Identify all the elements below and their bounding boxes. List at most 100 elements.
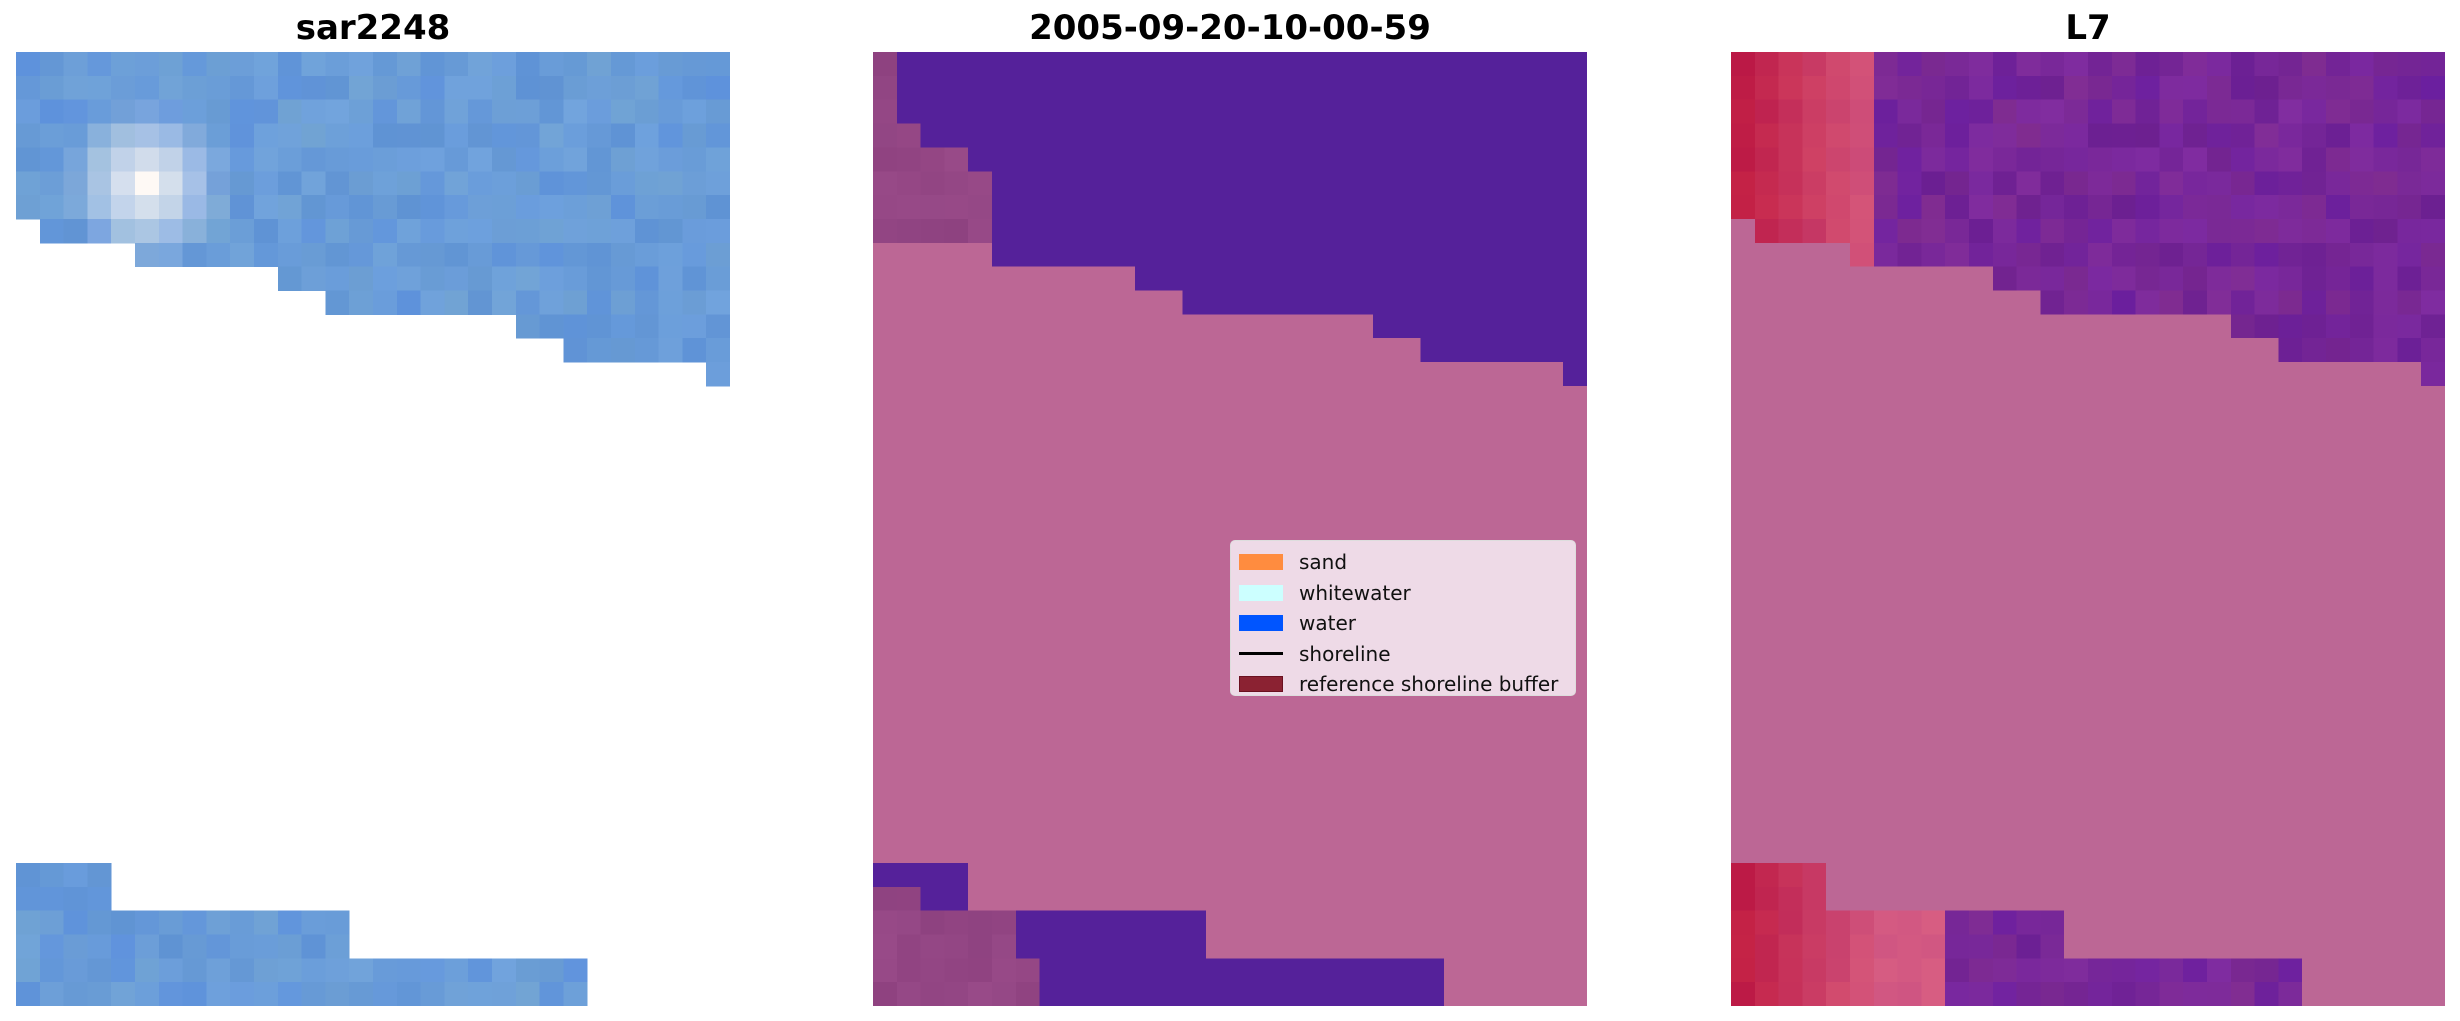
pixel-cell: [2135, 457, 2160, 482]
pixel-cell: [16, 99, 41, 125]
pixel-cell: [2159, 147, 2184, 172]
pixel-cell: [658, 75, 683, 101]
pixel-cell: [1039, 624, 1064, 649]
pixel-cell: [1754, 457, 1780, 482]
pixel-cell: [1778, 242, 1803, 268]
pixel-cell: [1491, 290, 1517, 315]
pixel-cell: [920, 481, 945, 506]
pixel-cell: [277, 266, 303, 291]
pixel-cell: [1444, 314, 1469, 339]
pixel-cell: [1372, 290, 1398, 315]
pixel-cell: [2230, 457, 2256, 482]
pixel-cell: [658, 314, 683, 339]
pixel-cell: [515, 195, 541, 220]
pixel-cell: [2278, 75, 2303, 101]
pixel-cell: [1826, 481, 1851, 506]
pixel-cell: [1563, 218, 1587, 244]
pixel-cell: [2207, 719, 2232, 745]
pixel-cell: [1754, 600, 1780, 625]
pixel-cell: [2016, 648, 2041, 673]
pixel-cell: [1969, 266, 1994, 291]
pixel-cell: [2135, 958, 2160, 983]
pixel-cell: [1826, 672, 1851, 697]
pixel-cell: [1182, 52, 1207, 77]
pixel-cell: [2230, 529, 2256, 554]
pixel-cell: [1539, 457, 1564, 482]
pixel-cell: [1301, 99, 1326, 125]
pixel-cell: [1491, 171, 1517, 196]
pixel-cell: [1325, 314, 1350, 339]
pixel-cell: [1969, 791, 1994, 816]
pixel-cell: [1087, 99, 1112, 125]
pixel-cell: [968, 505, 993, 530]
pixel-cell: [634, 123, 660, 148]
pixel-cell: [1468, 290, 1493, 315]
pixel-cell: [1206, 648, 1231, 673]
pixel-cell: [1802, 862, 1827, 888]
pixel-cell: [1873, 624, 1899, 649]
pixel-cell: [2230, 314, 2256, 339]
pixel-cell: [1563, 338, 1587, 363]
pixel-cell: [1111, 576, 1136, 602]
pixel-cell: [1063, 75, 1088, 101]
pixel-cell: [1206, 767, 1231, 792]
pixel-cell: [1873, 409, 1899, 435]
pixel-cell: [2373, 719, 2398, 745]
pixel-cell: [2040, 982, 2065, 1006]
pixel-cell: [1826, 910, 1851, 935]
pixel-cell: [920, 743, 945, 768]
pixel-cell: [2040, 767, 2065, 792]
pixel-cell: [2016, 242, 2041, 268]
pixel-cell: [539, 266, 564, 291]
pixel-cell: [301, 958, 326, 983]
pixel-cell: [920, 99, 945, 125]
pixel-cell: [2016, 600, 2041, 625]
pixel-cell: [992, 290, 1017, 315]
pixel-cell: [325, 290, 350, 315]
pixel-cell: [1087, 529, 1112, 554]
pixel-cell: [39, 147, 65, 172]
pixel-cell: [1301, 409, 1326, 435]
pixel-cell: [2302, 743, 2327, 768]
pixel-cell: [2230, 767, 2256, 792]
pixel-cell: [1087, 600, 1112, 625]
pixel-cell: [2111, 529, 2137, 554]
pixel-cell: [1921, 290, 1946, 315]
pixel-cell: [1420, 457, 1445, 482]
pixel-cell: [2254, 695, 2279, 721]
pixel-cell: [1277, 123, 1302, 148]
pixel-cell: [2040, 576, 2065, 602]
pixel-cell: [2183, 743, 2208, 768]
pixel-cell: [87, 123, 112, 148]
pixel-cell: [2254, 75, 2279, 101]
pixel-cell: [2302, 314, 2327, 339]
pixel-cell: [1468, 314, 1493, 339]
pixel-cell: [1182, 552, 1207, 578]
pixel-cell: [1778, 552, 1803, 578]
pixel-cell: [1253, 958, 1279, 983]
pixel-cell: [1087, 290, 1112, 315]
pixel-cell: [992, 481, 1017, 506]
pixel-cell: [1253, 362, 1279, 387]
pixel-cell: [1539, 719, 1564, 745]
pixel-cell: [16, 75, 41, 101]
pixel-cell: [1539, 409, 1564, 435]
pixel-cell: [2373, 433, 2398, 458]
pixel-cell: [1420, 743, 1445, 768]
pixel-cell: [539, 195, 564, 220]
pixel-cell: [1111, 695, 1136, 721]
pixel-cell: [2278, 886, 2303, 912]
pixel-cell: [2016, 362, 2041, 387]
pixel-cell: [39, 862, 65, 888]
pixel-cell: [1778, 767, 1803, 792]
pixel-cell: [1969, 672, 1994, 697]
pixel-cell: [2349, 695, 2375, 721]
pixel-cell: [2207, 815, 2232, 840]
pixel-cell: [2278, 576, 2303, 602]
pixel-cell: [1539, 242, 1564, 268]
pixel-cell: [2373, 290, 2398, 315]
pixel-cell: [515, 171, 541, 196]
pixel-cell: [2135, 934, 2160, 959]
pixel-cell: [1087, 576, 1112, 602]
pixel-cell: [1396, 934, 1421, 959]
